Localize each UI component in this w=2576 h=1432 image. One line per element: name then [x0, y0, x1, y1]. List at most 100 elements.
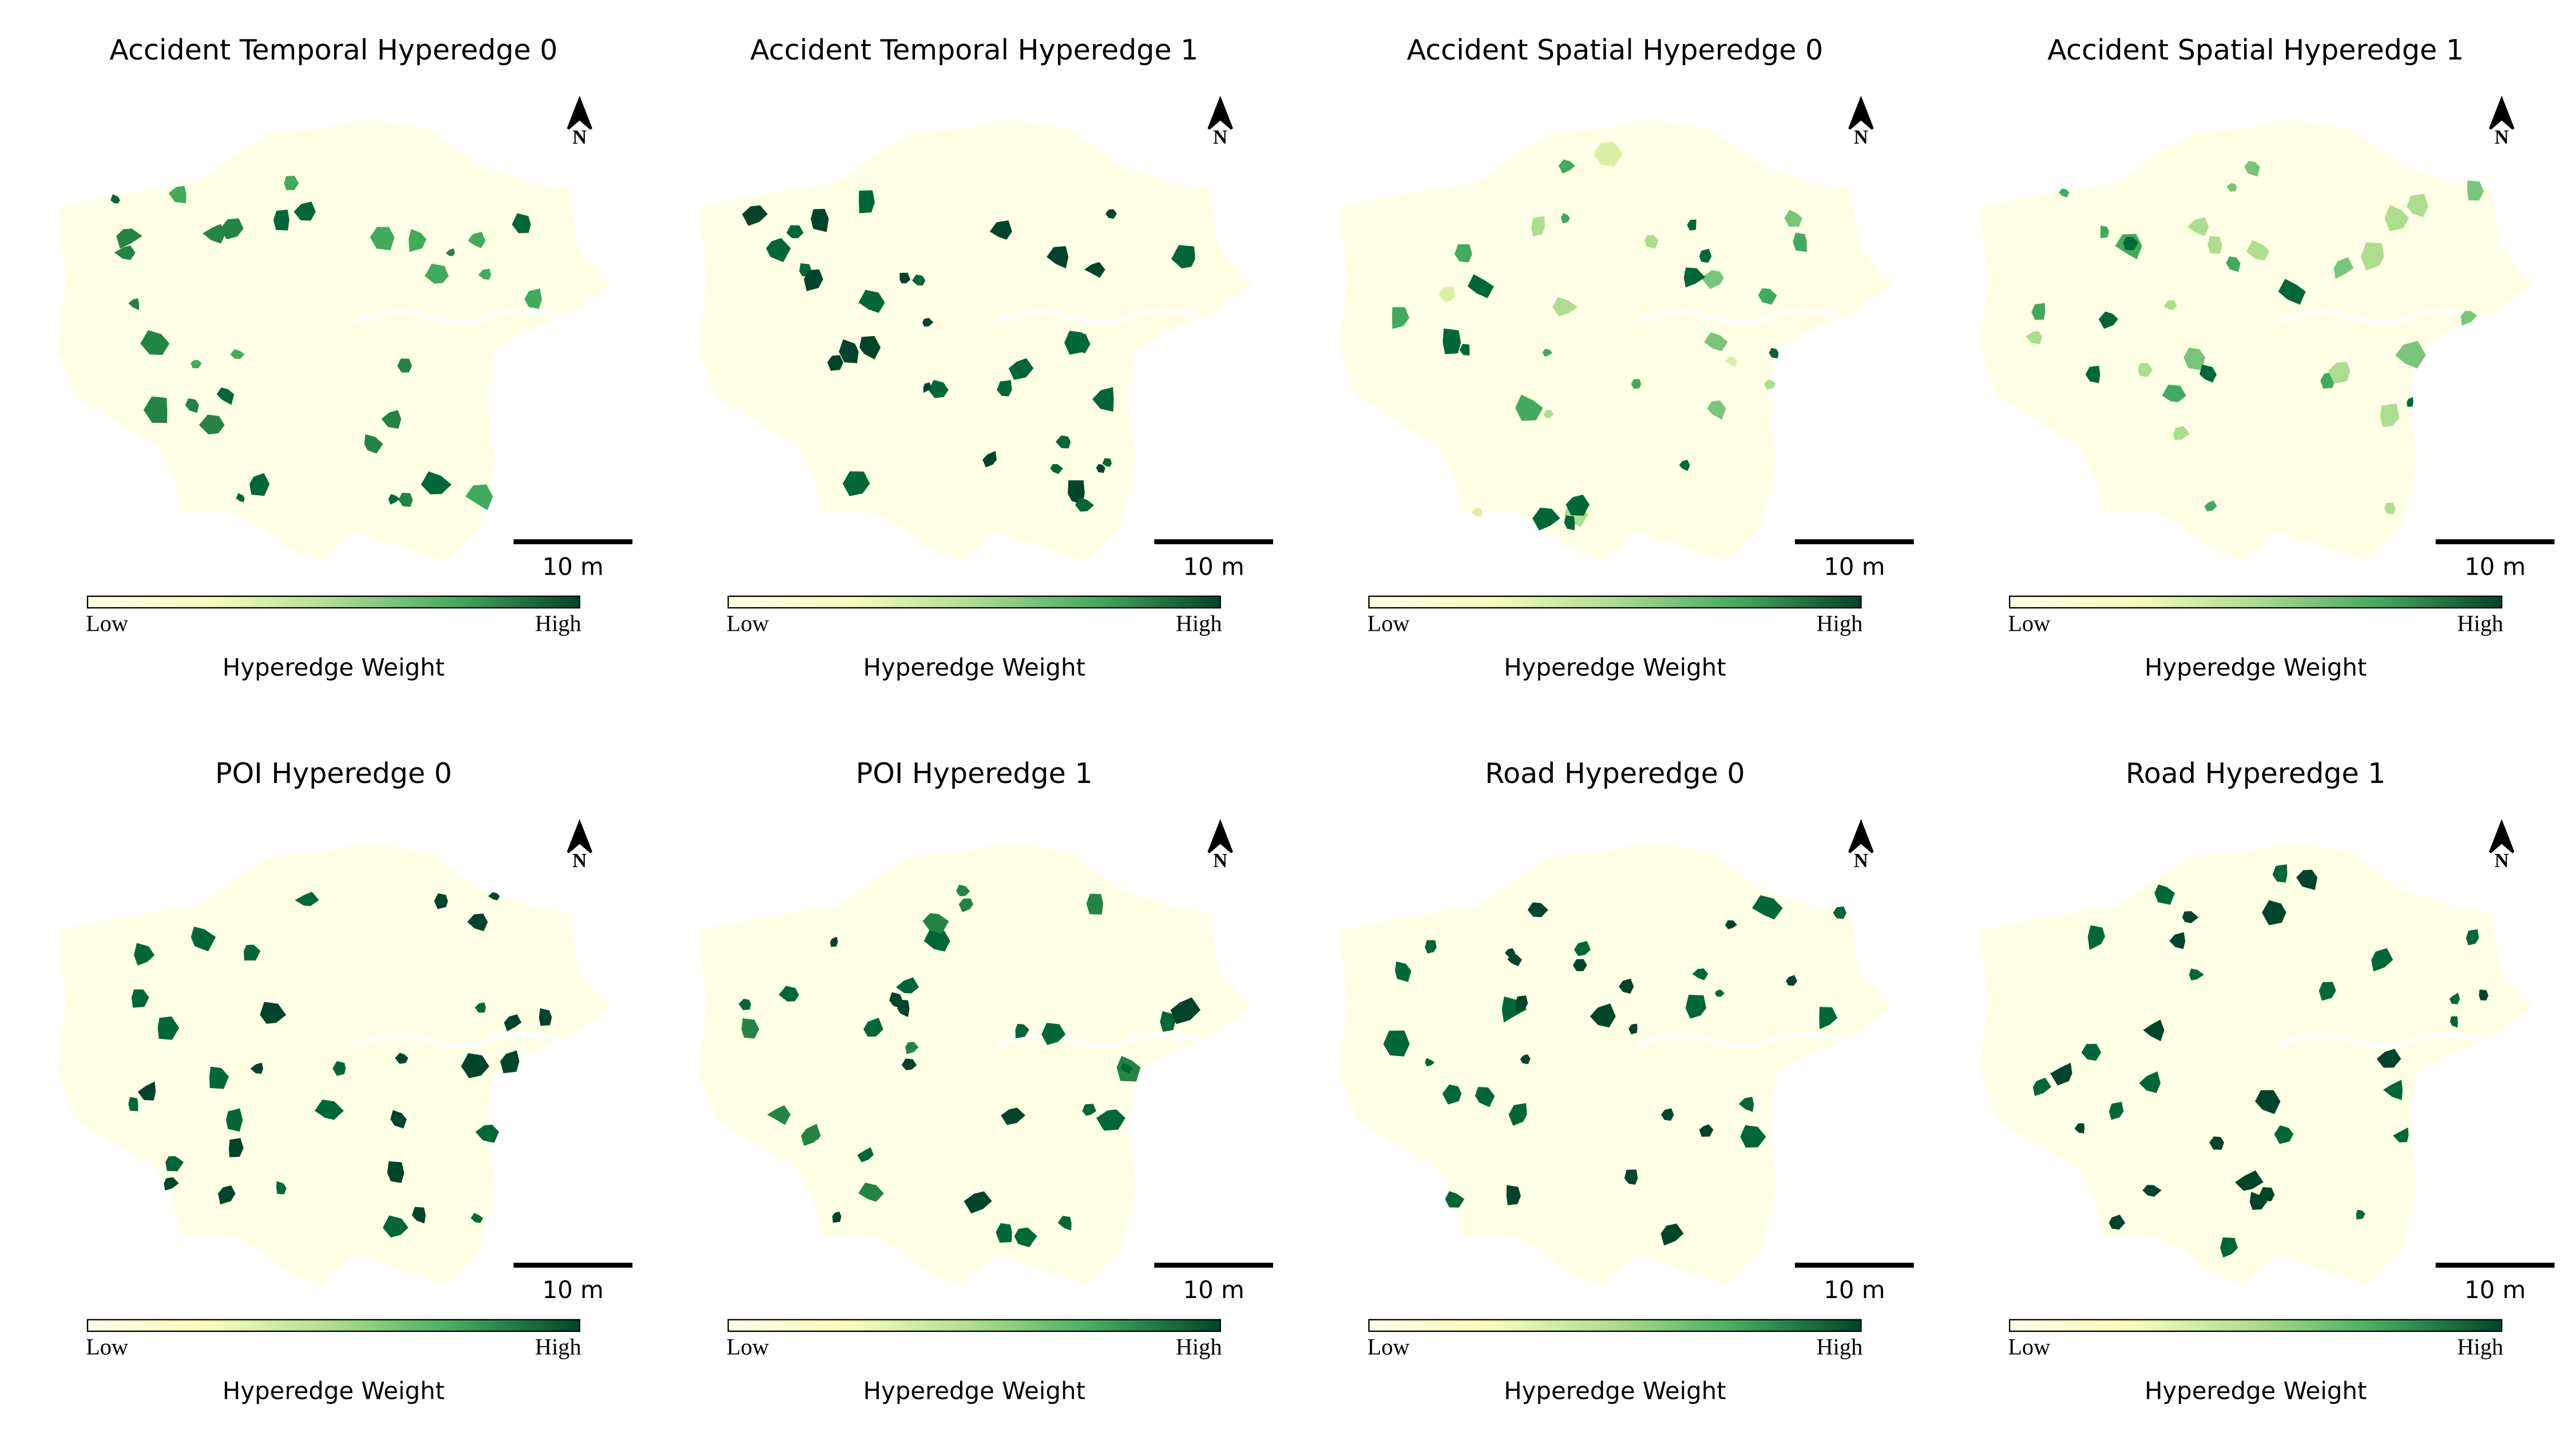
region-patch — [1120, 1062, 1132, 1074]
region-patch — [1467, 274, 1494, 298]
london-boundary — [698, 842, 1252, 1285]
region-patch — [2087, 925, 2105, 950]
region-patch — [1008, 358, 1034, 380]
region-patch — [1075, 497, 1094, 512]
region-patch — [2356, 1209, 2365, 1220]
region-patch — [470, 1213, 484, 1223]
region-patch — [2031, 303, 2046, 320]
region-patch — [923, 382, 932, 393]
panel-title: Accident Spatial Hyperedge 1 — [2047, 33, 2464, 66]
region-patch — [1001, 1107, 1025, 1125]
region-patch — [2383, 1079, 2403, 1101]
region-patch — [1699, 248, 1712, 263]
region-patch — [1383, 1030, 1410, 1057]
colorbar-low: Low — [86, 610, 128, 636]
region-patch — [2154, 884, 2175, 905]
region-patch — [2249, 1192, 2268, 1210]
region-patch — [2479, 989, 2489, 1001]
region-patch — [924, 927, 950, 952]
region-patch — [1784, 209, 1802, 227]
region-patch — [2395, 341, 2426, 369]
region-patch — [1628, 1023, 1638, 1035]
region-patch — [2407, 193, 2429, 217]
region-patch — [911, 274, 926, 286]
region-patch — [1833, 906, 1847, 919]
region-patch — [1160, 1011, 1176, 1032]
region-patch — [2050, 1062, 2072, 1086]
scale-label: 10 m — [1183, 552, 1244, 580]
region-patch — [1015, 1023, 1029, 1039]
region-patch — [2450, 1016, 2458, 1028]
region-patch — [397, 358, 413, 373]
region-patch — [294, 201, 316, 221]
region-patch — [786, 225, 804, 239]
region-patch — [1715, 989, 1725, 997]
region-patch — [922, 318, 934, 327]
region-patch — [989, 220, 1012, 240]
region-patch — [1692, 968, 1709, 980]
colorbar-label: Hyperedge Weight — [223, 653, 445, 681]
region-patch — [500, 1050, 520, 1074]
region-patch — [1725, 357, 1737, 367]
region-patch — [1082, 1103, 1096, 1116]
north-arrow — [1207, 96, 1233, 130]
region-patch — [2319, 982, 2336, 1001]
north-label: N — [1854, 126, 1868, 148]
scale-label: 10 m — [2464, 1276, 2526, 1304]
region-patch — [226, 1108, 243, 1132]
region-patch — [1014, 1227, 1037, 1248]
region-patch — [388, 494, 400, 505]
region-patch — [1515, 995, 1528, 1012]
region-patch — [2143, 1019, 2165, 1042]
north-arrow — [1848, 819, 1874, 853]
region-patch — [1687, 219, 1697, 231]
region-patch — [2182, 911, 2199, 924]
river-thames — [1635, 1033, 1844, 1049]
panel-title: Accident Spatial Hyperedge 0 — [1407, 33, 1824, 66]
region-patch — [134, 943, 155, 966]
region-patch — [1092, 387, 1114, 412]
colorbar-low: Low — [2008, 1334, 2050, 1359]
region-patch — [2392, 1127, 2409, 1143]
region-patch — [982, 450, 997, 468]
region-patch — [1392, 307, 1410, 329]
region-patch — [1086, 893, 1104, 915]
region-patch — [131, 989, 149, 1008]
region-patch — [425, 263, 449, 284]
region-patch — [191, 359, 202, 369]
region-patch — [858, 290, 885, 313]
map-panel: Accident Spatial Hyperedge 1 N 10 m Low High… — [1980, 33, 2555, 681]
region-patch — [1515, 394, 1543, 421]
region-patch — [1531, 216, 1545, 237]
region-patch — [2235, 1170, 2264, 1191]
region-patch — [2262, 900, 2286, 925]
london-boundary — [698, 118, 1252, 562]
region-patch — [1543, 410, 1554, 418]
region-patch — [2278, 279, 2306, 305]
map-panel: Road Hyperedge 1 N 10 m Low High Hyperedge We… — [1980, 757, 2555, 1405]
region-patch — [1660, 1223, 1684, 1246]
region-patch — [1170, 997, 1201, 1024]
region-patch — [217, 1185, 236, 1205]
region-patch — [2244, 161, 2260, 177]
region-patch — [2081, 1043, 2102, 1061]
region-patch — [474, 1002, 486, 1013]
colorbar — [2008, 1319, 2503, 1332]
london-boundary — [1339, 118, 1893, 562]
panel-title: POI Hyperedge 0 — [215, 757, 452, 790]
region-patch — [2189, 968, 2204, 981]
region-patch — [140, 330, 170, 355]
region-patch — [1644, 235, 1659, 249]
region-patch — [2139, 1071, 2161, 1093]
colorbar-label: Hyperedge Weight — [2145, 1376, 2367, 1405]
region-patch — [2384, 502, 2396, 515]
region-patch — [1527, 902, 1548, 917]
panel-title: Road Hyperedge 1 — [2126, 757, 2385, 790]
region-patch — [2407, 397, 2413, 407]
region-patch — [2466, 929, 2479, 946]
region-patch — [434, 893, 448, 909]
region-patch — [2296, 869, 2318, 891]
region-patch — [524, 288, 542, 309]
colorbar-label: Hyperedge Weight — [1504, 653, 1726, 681]
region-patch — [364, 434, 383, 454]
